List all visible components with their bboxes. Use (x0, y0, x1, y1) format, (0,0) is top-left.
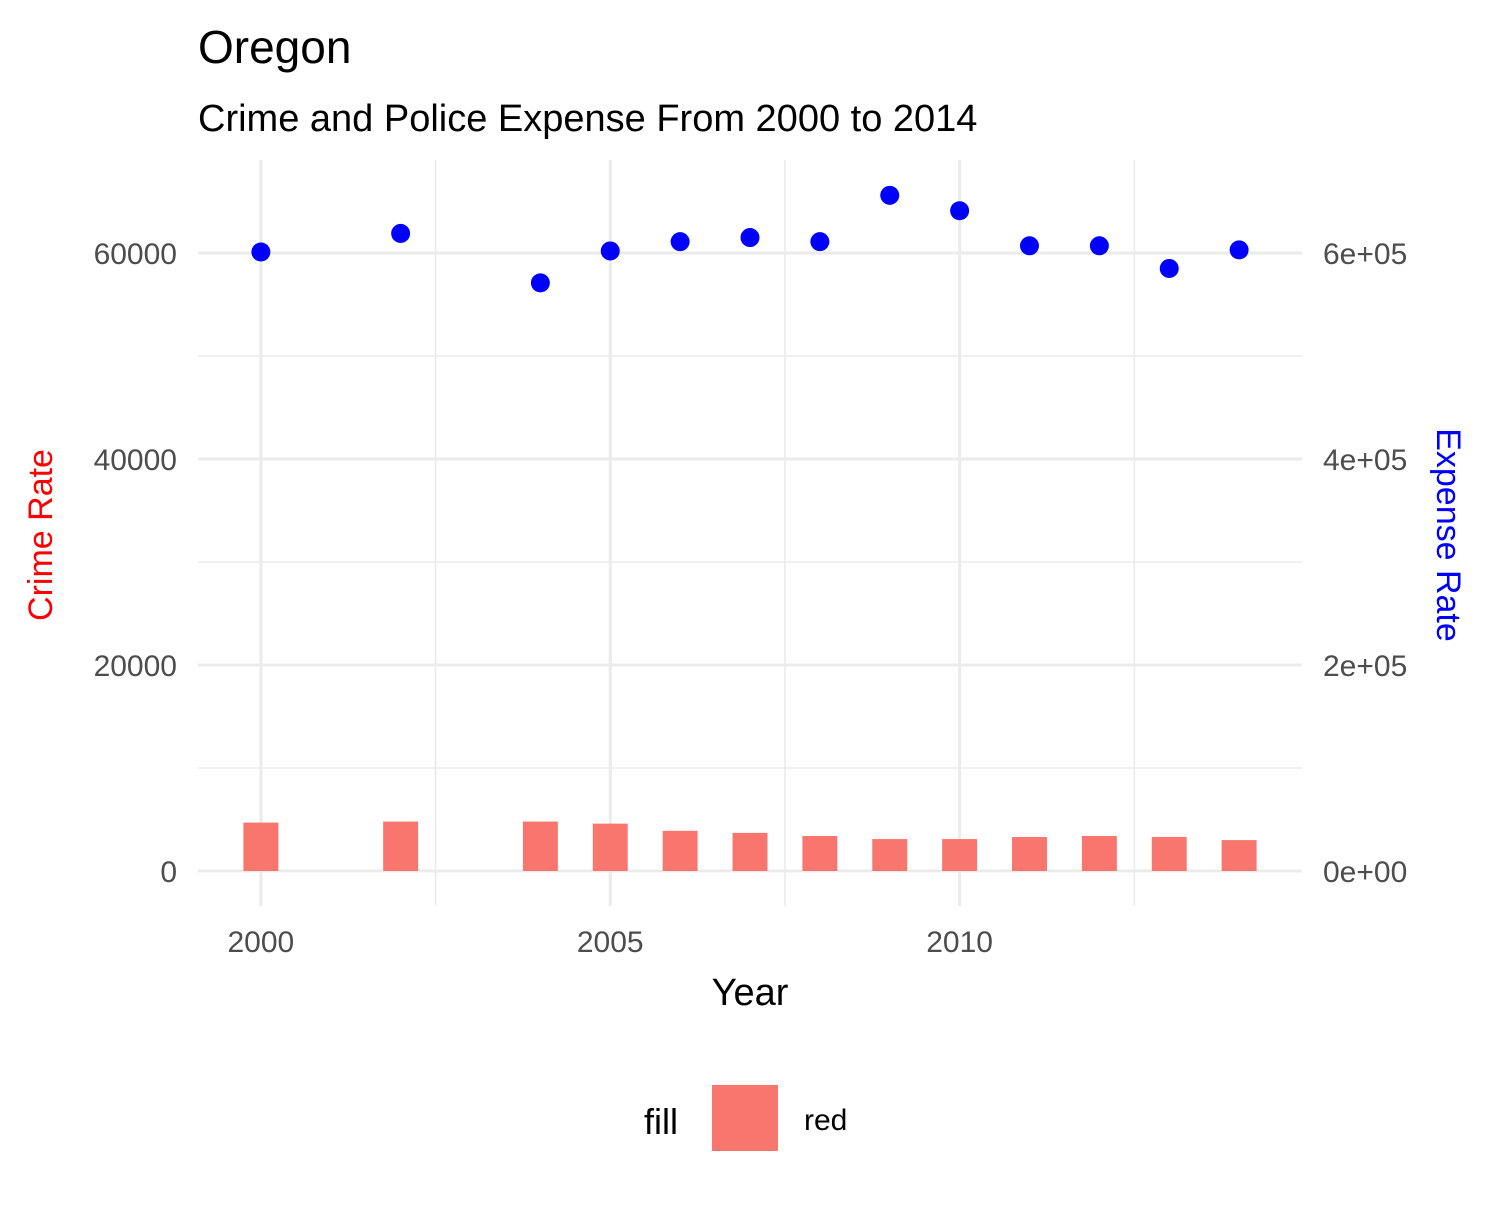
points-layer (251, 185, 1249, 293)
legend-title: fill (644, 1101, 678, 1142)
y-left-tick-label-1: 20000 (94, 650, 177, 683)
point-2014 (1229, 240, 1249, 260)
bar-2007 (732, 832, 768, 871)
x-axis-title: Year (712, 972, 789, 1014)
chart-title: Oregon (198, 21, 351, 73)
bar-2012 (1081, 835, 1117, 871)
y-right-tick-label-0: 0e+00 (1323, 856, 1407, 889)
point-2008 (810, 232, 830, 252)
chart-subtitle: Crime and Police Expense From 2000 to 20… (198, 98, 977, 140)
point-2010 (950, 201, 970, 221)
y-left-tick-label-3: 60000 (94, 238, 177, 271)
legend: fill red (644, 1085, 847, 1151)
point-2006 (670, 232, 690, 252)
bars-layer (243, 821, 1257, 871)
point-2004 (530, 273, 550, 293)
bar-2009 (872, 839, 908, 871)
x-tick-label-2: 2010 (926, 926, 993, 959)
x-tick-label-1: 2005 (577, 926, 644, 959)
y-right-axis-title: Expense Rate (1429, 428, 1467, 642)
bar-2000 (243, 822, 279, 871)
y-right-tick-label-2: 4e+05 (1323, 444, 1407, 477)
grid-layer (198, 160, 1302, 906)
bar-2005 (592, 823, 628, 871)
bar-2010 (942, 839, 978, 871)
x-tick-label-0: 2000 (228, 926, 295, 959)
legend-label-red: red (804, 1104, 847, 1137)
y-left-tick-label-0: 0 (160, 856, 177, 889)
point-2005 (600, 241, 620, 261)
legend-key-red (712, 1085, 778, 1151)
y-right-tick-label-1: 2e+05 (1323, 650, 1407, 683)
bar-2008 (802, 835, 838, 871)
y-left-axis-title: Crime Rate (22, 449, 60, 621)
bar-2013 (1151, 837, 1187, 871)
point-2012 (1089, 236, 1109, 256)
point-2013 (1159, 258, 1179, 278)
bar-2006 (662, 830, 698, 871)
y-right-tick-label-3: 6e+05 (1323, 238, 1407, 271)
point-2011 (1019, 236, 1039, 256)
point-2000 (251, 242, 271, 262)
point-2002 (391, 223, 411, 243)
bar-2002 (383, 821, 419, 871)
point-2009 (880, 185, 900, 205)
bar-2004 (522, 821, 558, 871)
y-left-tick-label-2: 40000 (94, 444, 177, 477)
axes-layer: 2000 2005 2010 0 20000 40000 60000 0e+00 2e+05 4e… (94, 238, 1408, 959)
point-2007 (740, 228, 760, 248)
bar-2014 (1221, 840, 1257, 871)
bar-2011 (1012, 837, 1047, 871)
